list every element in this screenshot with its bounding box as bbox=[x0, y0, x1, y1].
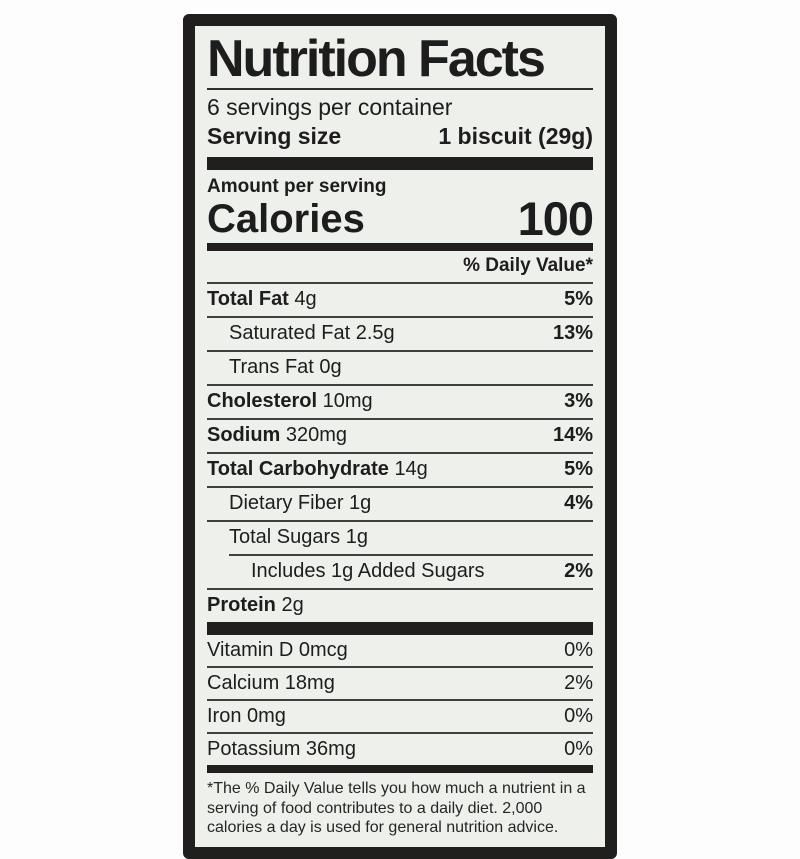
micronutrient-daily-value: 0% bbox=[564, 639, 593, 662]
nutrient-row-saturated-fat: Saturated Fat 2.5g 13% bbox=[207, 316, 593, 350]
micronutrient-row-iron: Iron 0mg 0% bbox=[207, 699, 593, 732]
micronutrient-daily-value: 0% bbox=[564, 738, 593, 761]
nutrient-name: Trans Fat 0g bbox=[229, 356, 342, 379]
nutrient-row-sodium: Sodium 320mg 14% bbox=[207, 418, 593, 452]
nutrient-amount: 4g bbox=[294, 288, 317, 311]
nutrient-amount: 320mg bbox=[285, 424, 348, 447]
calories-row: Calories 100 bbox=[207, 192, 594, 246]
nutrient-daily-value: 5% bbox=[564, 288, 593, 311]
nutrient-row-total-sugars: Total Sugars 1g bbox=[207, 520, 593, 554]
nutrient-row-added-sugars: Includes 1g Added Sugars 2% bbox=[207, 556, 593, 588]
micronutrient-row-potassium: Potassium 36mg 0% bbox=[207, 732, 593, 765]
nutrient-daily-value: 2% bbox=[564, 560, 593, 583]
nutrition-facts-label: Nutrition Facts 6 servings per container… bbox=[183, 14, 617, 859]
nutrient-amount: 14g bbox=[394, 458, 428, 481]
nutrient-name: Total Carbohydrate bbox=[207, 458, 395, 481]
medium-separator-calories bbox=[207, 243, 593, 252]
daily-value-footnote: *The % Daily Value tells you how much a … bbox=[207, 780, 586, 836]
nutrient-name: Protein bbox=[207, 594, 282, 617]
micronutrient-daily-value: 0% bbox=[564, 705, 593, 728]
servings-per-container: 6 servings per container bbox=[207, 94, 453, 121]
nutrient-amount: 10mg bbox=[322, 390, 373, 413]
micronutrient-name: Iron 0mg bbox=[207, 705, 286, 728]
nutrient-name: Total Fat bbox=[207, 288, 295, 311]
label-title: Nutrition Facts bbox=[207, 30, 546, 88]
nutrient-name: Includes 1g Added Sugars bbox=[251, 560, 485, 583]
nutrient-rows: Total Fat 4g 5% Saturated Fat 2.5g 13% T… bbox=[207, 282, 593, 622]
nutrient-daily-value: 5% bbox=[564, 458, 593, 481]
nutrient-daily-value: 4% bbox=[564, 492, 593, 515]
micronutrient-name: Calcium 18mg bbox=[207, 672, 335, 695]
amount-per-serving-label: Amount per serving bbox=[207, 176, 387, 198]
nutrient-daily-value: 14% bbox=[552, 424, 593, 447]
calories-value: 100 bbox=[517, 192, 594, 246]
nutrient-name: Sodium bbox=[207, 424, 286, 447]
nutrient-daily-value: 3% bbox=[564, 390, 593, 413]
nutrient-row-total-fat: Total Fat 4g 5% bbox=[207, 282, 593, 316]
nutrient-name: Cholesterol bbox=[207, 390, 323, 413]
micronutrient-name: Vitamin D 0mcg bbox=[207, 639, 348, 662]
calories-label: Calories bbox=[207, 197, 365, 242]
serving-size-row: Serving size 1 biscuit (29g) bbox=[207, 121, 593, 157]
nutrient-row-total-carbohydrate: Total Carbohydrate 14g 5% bbox=[207, 452, 593, 486]
title-divider bbox=[207, 88, 593, 91]
nutrient-amount: 2g bbox=[281, 594, 304, 617]
thick-separator-top bbox=[207, 157, 593, 171]
micronutrient-daily-value: 2% bbox=[564, 672, 593, 695]
micronutrient-name: Potassium 36mg bbox=[207, 738, 356, 761]
nutrient-daily-value: 13% bbox=[552, 322, 593, 345]
nutrient-name: Total Sugars 1g bbox=[229, 526, 368, 549]
nutrient-row-dietary-fiber: Dietary Fiber 1g 4% bbox=[207, 486, 593, 520]
nutrient-row-cholesterol: Cholesterol 10mg 3% bbox=[207, 384, 593, 418]
micronutrient-row-vitamin-d: Vitamin D 0mcg 0% bbox=[207, 635, 593, 666]
serving-size-label: Serving size bbox=[207, 123, 342, 150]
daily-value-header: % Daily Value* bbox=[463, 255, 593, 277]
thick-separator-middle bbox=[207, 622, 593, 636]
medium-separator-bottom bbox=[207, 765, 593, 774]
nutrient-name: Dietary Fiber 1g bbox=[229, 492, 372, 515]
micronutrient-row-calcium: Calcium 18mg 2% bbox=[207, 666, 593, 699]
nutrient-row-trans-fat: Trans Fat 0g bbox=[207, 350, 593, 384]
indented-separator bbox=[229, 554, 593, 557]
serving-size-value: 1 biscuit (29g) bbox=[438, 123, 593, 150]
nutrient-row-protein: Protein 2g bbox=[207, 588, 593, 622]
nutrient-name: Saturated Fat 2.5g bbox=[229, 322, 395, 345]
micronutrient-rows: Vitamin D 0mcg 0% Calcium 18mg 2% Iron 0… bbox=[207, 635, 593, 765]
